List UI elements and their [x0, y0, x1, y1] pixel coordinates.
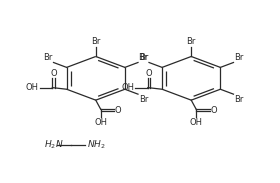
Text: Br: Br	[235, 95, 244, 104]
Text: Br: Br	[91, 37, 101, 46]
Text: O: O	[115, 106, 122, 115]
Text: Br: Br	[139, 53, 148, 62]
Text: O: O	[210, 106, 217, 115]
Text: OH: OH	[121, 83, 134, 92]
Text: OH: OH	[190, 118, 203, 127]
Text: Br: Br	[186, 37, 196, 46]
Text: $NH_2$: $NH_2$	[87, 138, 106, 151]
Text: Br: Br	[235, 53, 244, 62]
Text: O: O	[146, 69, 152, 78]
Text: Br: Br	[43, 53, 52, 62]
Text: OH: OH	[94, 118, 107, 127]
Text: OH: OH	[26, 83, 39, 92]
Text: O: O	[50, 69, 57, 78]
Text: Br: Br	[139, 53, 148, 62]
Text: Br: Br	[139, 95, 148, 104]
Text: $H_2N$: $H_2N$	[44, 138, 63, 151]
